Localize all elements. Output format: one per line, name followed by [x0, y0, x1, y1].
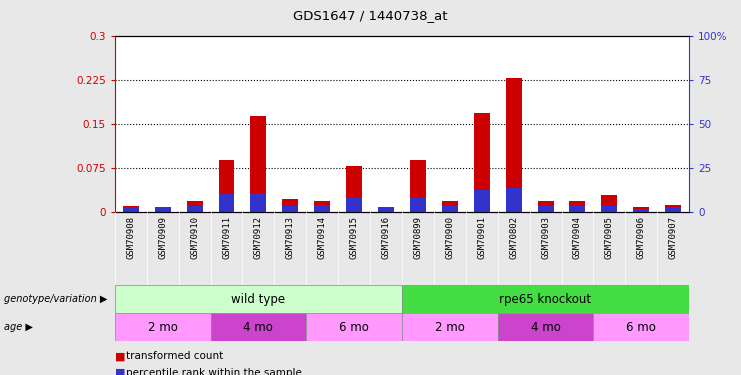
Bar: [602, 195, 617, 212]
Bar: [219, 160, 234, 212]
Text: 4 mo: 4 mo: [244, 321, 273, 334]
Bar: [505, 78, 522, 212]
Text: 2 mo: 2 mo: [435, 321, 465, 334]
Text: transformed count: transformed count: [126, 351, 223, 361]
Text: GSM70899: GSM70899: [413, 216, 422, 258]
Bar: [498, 313, 594, 341]
Text: GSM70916: GSM70916: [382, 216, 391, 258]
Bar: [665, 207, 681, 212]
Bar: [187, 206, 202, 212]
Text: GSM70908: GSM70908: [126, 216, 136, 258]
Text: GSM70900: GSM70900: [445, 216, 454, 258]
Text: GSM70905: GSM70905: [605, 216, 614, 258]
Bar: [537, 201, 554, 212]
Text: GSM70906: GSM70906: [637, 216, 645, 258]
Text: 2 mo: 2 mo: [147, 321, 178, 334]
Bar: [123, 206, 139, 212]
Text: GSM70915: GSM70915: [350, 216, 359, 258]
Bar: [282, 206, 299, 212]
Text: GSM70901: GSM70901: [477, 216, 486, 258]
Text: GSM70903: GSM70903: [541, 216, 550, 258]
Bar: [123, 207, 139, 212]
Bar: [570, 201, 585, 212]
Bar: [665, 205, 681, 212]
Bar: [473, 113, 490, 212]
Bar: [155, 207, 170, 212]
Bar: [115, 285, 402, 313]
Text: percentile rank within the sample: percentile rank within the sample: [126, 368, 302, 375]
Text: 6 mo: 6 mo: [626, 321, 657, 334]
Text: ■: ■: [115, 351, 125, 361]
Bar: [602, 206, 617, 212]
Bar: [250, 116, 267, 212]
Bar: [346, 197, 362, 212]
Text: GSM70802: GSM70802: [509, 216, 518, 258]
Bar: [346, 166, 362, 212]
Text: GSM70913: GSM70913: [286, 216, 295, 258]
Bar: [410, 197, 426, 212]
Bar: [634, 209, 649, 212]
Bar: [402, 285, 689, 313]
Bar: [634, 207, 649, 212]
Bar: [402, 313, 498, 341]
Text: GSM70914: GSM70914: [318, 216, 327, 258]
Text: GSM70910: GSM70910: [190, 216, 199, 258]
Text: GSM70909: GSM70909: [159, 216, 167, 258]
Text: ■: ■: [115, 368, 125, 375]
Bar: [505, 188, 522, 212]
Bar: [155, 207, 170, 212]
Bar: [219, 194, 234, 212]
Text: 6 mo: 6 mo: [339, 321, 369, 334]
Bar: [442, 201, 458, 212]
Bar: [594, 313, 689, 341]
Text: GDS1647 / 1440738_at: GDS1647 / 1440738_at: [293, 9, 448, 22]
Text: age ▶: age ▶: [4, 322, 33, 332]
Bar: [187, 201, 202, 212]
Bar: [210, 313, 306, 341]
Bar: [314, 201, 330, 212]
Bar: [378, 209, 394, 212]
Text: GSM70911: GSM70911: [222, 216, 231, 258]
Bar: [570, 206, 585, 212]
Bar: [537, 206, 554, 212]
Bar: [250, 193, 267, 212]
Bar: [442, 206, 458, 212]
Bar: [410, 160, 426, 212]
Text: genotype/variation ▶: genotype/variation ▶: [4, 294, 107, 304]
Text: GSM70912: GSM70912: [254, 216, 263, 258]
Text: GSM70907: GSM70907: [668, 216, 678, 258]
Text: rpe65 knockout: rpe65 knockout: [499, 292, 591, 306]
Text: 4 mo: 4 mo: [531, 321, 560, 334]
Bar: [115, 313, 210, 341]
Bar: [378, 207, 394, 212]
Text: wild type: wild type: [231, 292, 285, 306]
Bar: [473, 189, 490, 212]
Bar: [314, 205, 330, 212]
Bar: [306, 313, 402, 341]
Bar: [282, 199, 299, 212]
Text: GSM70904: GSM70904: [573, 216, 582, 258]
